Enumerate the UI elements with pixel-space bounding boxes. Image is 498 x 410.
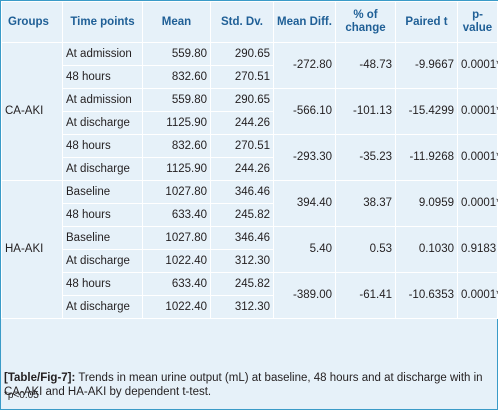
pct-change-cell: 38.37 xyxy=(335,180,396,227)
std-cell: 245.82 xyxy=(210,203,274,227)
time-point-cell: At discharge xyxy=(62,295,143,319)
col-header-time-points: Time points xyxy=(62,1,143,43)
mean-diff-cell: 5.40 xyxy=(273,226,336,273)
table-row: 48 hours 832.60 270.51 -293.30 -35.23 -1… xyxy=(2,134,498,181)
mean-cell: 832.60 xyxy=(142,134,211,158)
mean-cell: 1027.80 xyxy=(142,226,211,250)
footnote: *p<0.05 xyxy=(4,390,39,401)
p-value-cell: 0.0001* xyxy=(457,272,498,319)
table-row: 48 hours 633.40 245.82 xyxy=(2,203,498,227)
pct-change-cell: -101.13 xyxy=(335,88,396,135)
paired-t-cell: -10.6353 xyxy=(395,272,458,319)
p-value-cell: 0.9183 xyxy=(457,226,498,273)
mean-cell: 1022.40 xyxy=(142,249,211,273)
mean-diff-cell: 394.40 xyxy=(273,180,336,227)
table-row: 48 hours 633.40 245.82 -389.00 -61.41 -1… xyxy=(2,272,498,319)
table-row: HA-AKI Baseline 1027.80 346.46 394.40 38… xyxy=(1,180,498,319)
group-cell: CA-AKI xyxy=(1,42,63,181)
col-header-mean: Mean xyxy=(142,1,211,43)
pct-change-cell: 0.53 xyxy=(335,226,396,273)
time-point-cell: 48 hours xyxy=(62,65,143,89)
std-cell: 244.26 xyxy=(210,111,274,135)
std-cell: 346.46 xyxy=(210,226,274,250)
table-row: At discharge 1125.90 244.26 xyxy=(2,111,498,135)
std-cell: 270.51 xyxy=(210,65,274,89)
time-point-cell: Baseline xyxy=(62,180,143,204)
mean-cell: 633.40 xyxy=(142,272,211,296)
table-row: At admission 559.80 290.65 -566.10 -101.… xyxy=(2,88,498,135)
time-point-cell: At admission xyxy=(62,88,143,112)
col-header-pct-change: % of change xyxy=(335,1,396,43)
paired-t-cell: 0.1030 xyxy=(395,226,458,273)
table-row: At discharge 1125.90 244.26 xyxy=(2,157,498,181)
pct-change-cell: -48.73 xyxy=(335,42,396,89)
mean-cell: 559.80 xyxy=(142,88,211,112)
caption-text: Trends in mean urine output (mL) at base… xyxy=(4,372,483,398)
table-row: CA-AKI At admission 559.80 290.65 -272.8… xyxy=(1,42,498,181)
std-cell: 270.51 xyxy=(210,134,274,158)
col-header-mean-diff: Mean Diff. xyxy=(273,1,336,43)
p-value-cell: 0.0001* xyxy=(457,88,498,135)
paired-t-cell: -9.9667 xyxy=(395,42,458,89)
std-cell: 312.30 xyxy=(210,249,274,273)
group-cell: HA-AKI xyxy=(1,180,63,319)
time-point-cell: Baseline xyxy=(62,226,143,250)
std-cell: 346.46 xyxy=(210,180,274,204)
mean-diff-cell: -566.10 xyxy=(273,88,336,135)
std-cell: 290.65 xyxy=(210,88,274,112)
caption-ref: [Table/Fig-7]: xyxy=(4,372,76,384)
mean-cell: 633.40 xyxy=(142,203,211,227)
mean-cell: 1125.90 xyxy=(142,157,211,181)
time-point-cell: At discharge xyxy=(62,157,143,181)
p-value-cell: 0.0001* xyxy=(457,180,498,227)
std-cell: 312.30 xyxy=(210,295,274,319)
paired-t-cell: -11.9268 xyxy=(395,134,458,181)
paired-t-cell: 9.0959 xyxy=(395,180,458,227)
std-cell: 290.65 xyxy=(210,42,274,66)
urine-output-table: Groups Time points Mean Std. Dv. Mean Di… xyxy=(1,1,498,319)
mean-diff-cell: -389.00 xyxy=(273,272,336,319)
col-header-std: Std. Dv. xyxy=(210,1,274,43)
mean-cell: 1022.40 xyxy=(142,295,211,319)
col-header-paired-t: Paired t xyxy=(395,1,458,43)
table-row: At discharge 1022.40 312.30 xyxy=(2,249,498,273)
pct-change-cell: -35.23 xyxy=(335,134,396,181)
table-row: 48 hours 832.60 270.51 xyxy=(2,65,498,89)
paired-t-cell: -15.4299 xyxy=(395,88,458,135)
time-point-cell: 48 hours xyxy=(62,203,143,227)
mean-diff-cell: -293.30 xyxy=(273,134,336,181)
std-cell: 244.26 xyxy=(210,157,274,181)
mean-cell: 832.60 xyxy=(142,65,211,89)
pct-change-cell: -61.41 xyxy=(335,272,396,319)
table-caption: [Table/Fig-7]: Trends in mean urine outp… xyxy=(1,368,497,402)
header-row: Groups Time points Mean Std. Dv. Mean Di… xyxy=(1,1,498,43)
table-row: Baseline 1027.80 346.46 5.40 0.53 0.1030… xyxy=(2,226,498,273)
time-point-cell: 48 hours xyxy=(62,272,143,296)
time-point-cell: At admission xyxy=(62,42,143,66)
mean-cell: 559.80 xyxy=(142,42,211,66)
time-point-cell: 48 hours xyxy=(62,134,143,158)
col-header-groups: Groups xyxy=(1,1,63,43)
p-value-cell: 0.0001* xyxy=(457,134,498,181)
mean-cell: 1125.90 xyxy=(142,111,211,135)
mean-cell: 1027.80 xyxy=(142,180,211,204)
table-row: At discharge 1022.40 312.30 xyxy=(2,295,498,319)
time-point-cell: At discharge xyxy=(62,249,143,273)
col-header-p-value: p-value xyxy=(457,1,498,43)
std-cell: 245.82 xyxy=(210,272,274,296)
p-value-cell: 0.0001* xyxy=(457,42,498,89)
time-point-cell: At discharge xyxy=(62,111,143,135)
mean-diff-cell: -272.80 xyxy=(273,42,336,89)
